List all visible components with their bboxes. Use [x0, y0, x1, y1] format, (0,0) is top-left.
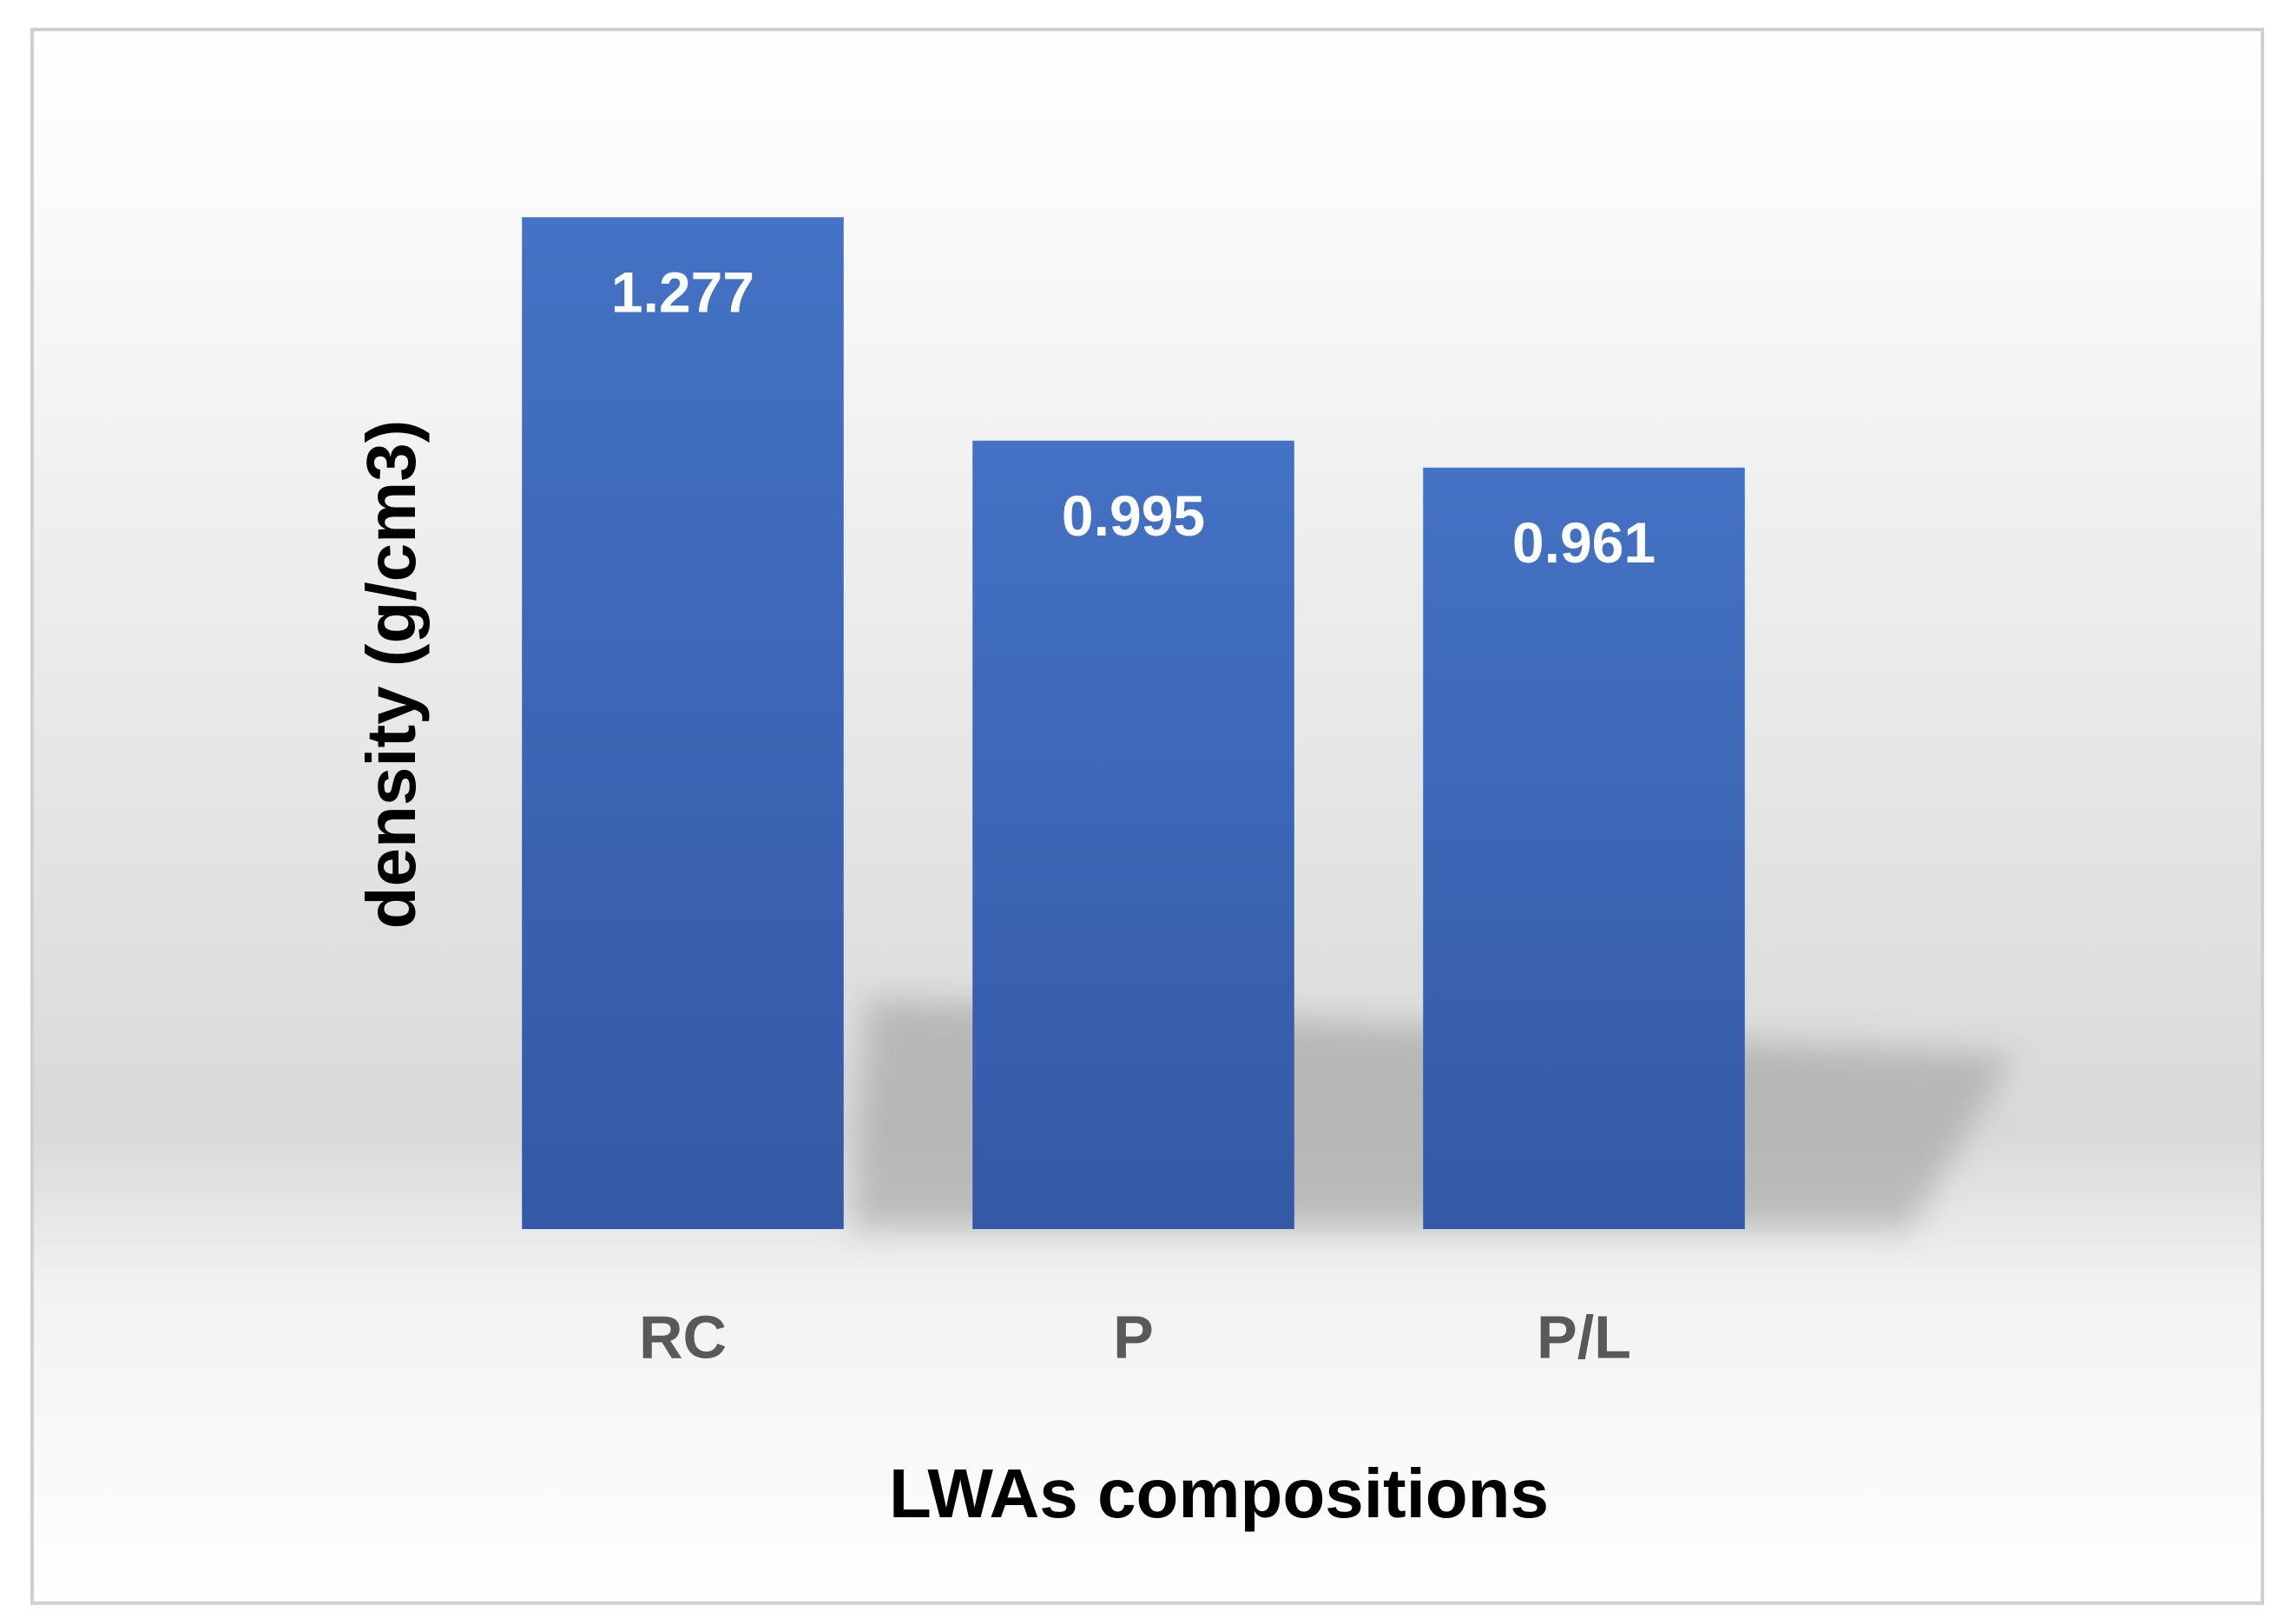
x-tick-label: P: [1113, 1303, 1154, 1371]
data-label: 0.995: [1062, 483, 1205, 548]
x-axis-title: LWAs compositions: [889, 1455, 1549, 1532]
x-tick-label: RC: [639, 1303, 727, 1371]
bar: [1423, 467, 1745, 1229]
bar: [972, 440, 1294, 1229]
y-axis-title: density (g/cm3): [352, 420, 430, 930]
data-label: 0.961: [1512, 510, 1656, 575]
bar: [522, 217, 844, 1229]
data-label: 1.277: [611, 260, 754, 325]
x-tick-label: P/L: [1537, 1303, 1631, 1371]
